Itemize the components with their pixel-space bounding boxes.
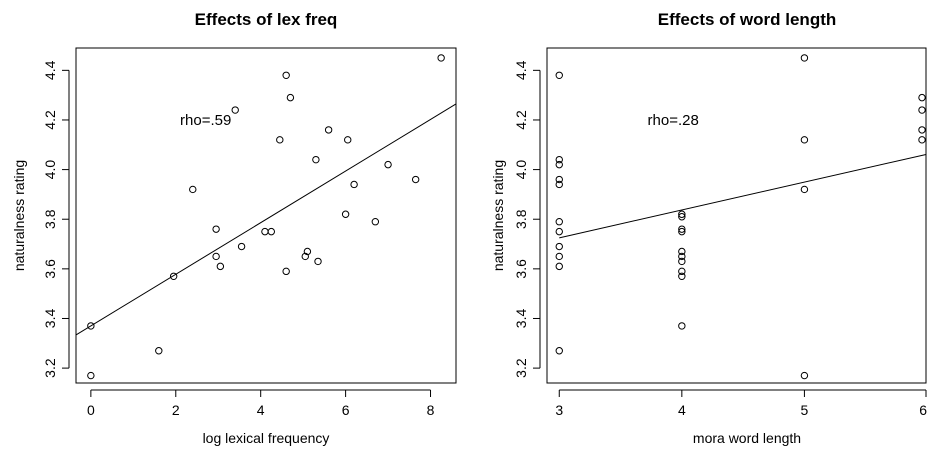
data-point xyxy=(262,228,268,234)
data-point xyxy=(268,228,274,234)
x-tick-label: 3 xyxy=(555,402,563,418)
x-tick-label: 8 xyxy=(427,402,435,418)
x-axis-label: log lexical frequency xyxy=(203,430,330,446)
rho-annotation: rho=.28 xyxy=(648,112,699,129)
data-point xyxy=(345,137,351,143)
data-point xyxy=(170,273,176,279)
data-point xyxy=(556,219,562,225)
data-point xyxy=(556,348,562,354)
data-point xyxy=(351,181,357,187)
y-tick-label: 3.4 xyxy=(42,309,58,329)
x-tick-label: 4 xyxy=(678,402,686,418)
x-tick-label: 2 xyxy=(172,402,180,418)
data-point xyxy=(277,137,283,143)
y-axis-label: naturalness rating xyxy=(490,160,506,271)
data-point xyxy=(801,55,807,61)
data-point xyxy=(801,137,807,143)
y-tick-label: 4.2 xyxy=(513,110,529,130)
regression-line xyxy=(559,154,926,237)
data-point xyxy=(412,176,418,182)
data-point xyxy=(438,55,444,61)
data-point xyxy=(287,94,293,100)
data-point xyxy=(556,253,562,259)
chart-panel-lex-freq: Effects of lex freq 0 2 4 6 8 3.2 3.4 3.6 3.8 4.0 4… xyxy=(11,10,456,446)
data-point xyxy=(556,263,562,269)
data-point xyxy=(556,228,562,234)
y-tick-label: 3.8 xyxy=(513,209,529,229)
plot-frame xyxy=(76,48,456,383)
data-point xyxy=(313,156,319,162)
data-point xyxy=(372,219,378,225)
chart-title: Effects of lex freq xyxy=(195,10,338,29)
data-point xyxy=(325,127,331,133)
y-axis-label: naturalness rating xyxy=(11,160,27,271)
data-point xyxy=(679,323,685,329)
data-point xyxy=(342,211,348,217)
data-point xyxy=(801,372,807,378)
rho-annotation: rho=.59 xyxy=(180,112,231,129)
y-tick-label: 3.4 xyxy=(513,309,529,329)
chart-panel-word-length: Effects of word length 3 4 5 6 3.2 3.4 3.6 3.8 4.… xyxy=(490,10,927,446)
data-point xyxy=(213,253,219,259)
x-tick-label: 0 xyxy=(87,402,95,418)
data-point xyxy=(283,72,289,78)
data-point xyxy=(556,72,562,78)
data-point xyxy=(238,243,244,249)
data-point xyxy=(156,348,162,354)
data-point xyxy=(919,127,925,133)
data-point xyxy=(919,137,925,143)
x-tick-label: 6 xyxy=(919,402,927,418)
y-tick-label: 3.2 xyxy=(513,358,529,378)
data-point xyxy=(315,258,321,264)
data-point xyxy=(213,226,219,232)
data-point xyxy=(88,372,94,378)
data-point xyxy=(556,243,562,249)
y-tick-label: 4.0 xyxy=(513,160,529,180)
y-tick-label: 3.8 xyxy=(42,209,58,229)
x-axis-label: mora word length xyxy=(693,430,801,446)
data-point xyxy=(232,107,238,113)
data-point xyxy=(385,161,391,167)
y-tick-label: 4.4 xyxy=(42,60,58,80)
data-point xyxy=(919,94,925,100)
regression-line xyxy=(76,104,456,335)
x-tick-label: 4 xyxy=(257,402,265,418)
data-point xyxy=(801,186,807,192)
y-tick-label: 4.0 xyxy=(42,160,58,180)
data-point xyxy=(919,107,925,113)
x-tick-label: 6 xyxy=(342,402,350,418)
y-tick-label: 4.4 xyxy=(513,60,529,80)
data-point xyxy=(190,186,196,192)
plot-frame xyxy=(547,48,926,383)
data-point xyxy=(283,268,289,274)
y-tick-label: 4.2 xyxy=(42,110,58,130)
data-point xyxy=(217,263,223,269)
chart-title: Effects of word length xyxy=(658,10,837,29)
y-tick-label: 3.2 xyxy=(42,358,58,378)
y-tick-label: 3.6 xyxy=(42,259,58,279)
y-tick-label: 3.6 xyxy=(513,259,529,279)
x-tick-label: 5 xyxy=(801,402,809,418)
